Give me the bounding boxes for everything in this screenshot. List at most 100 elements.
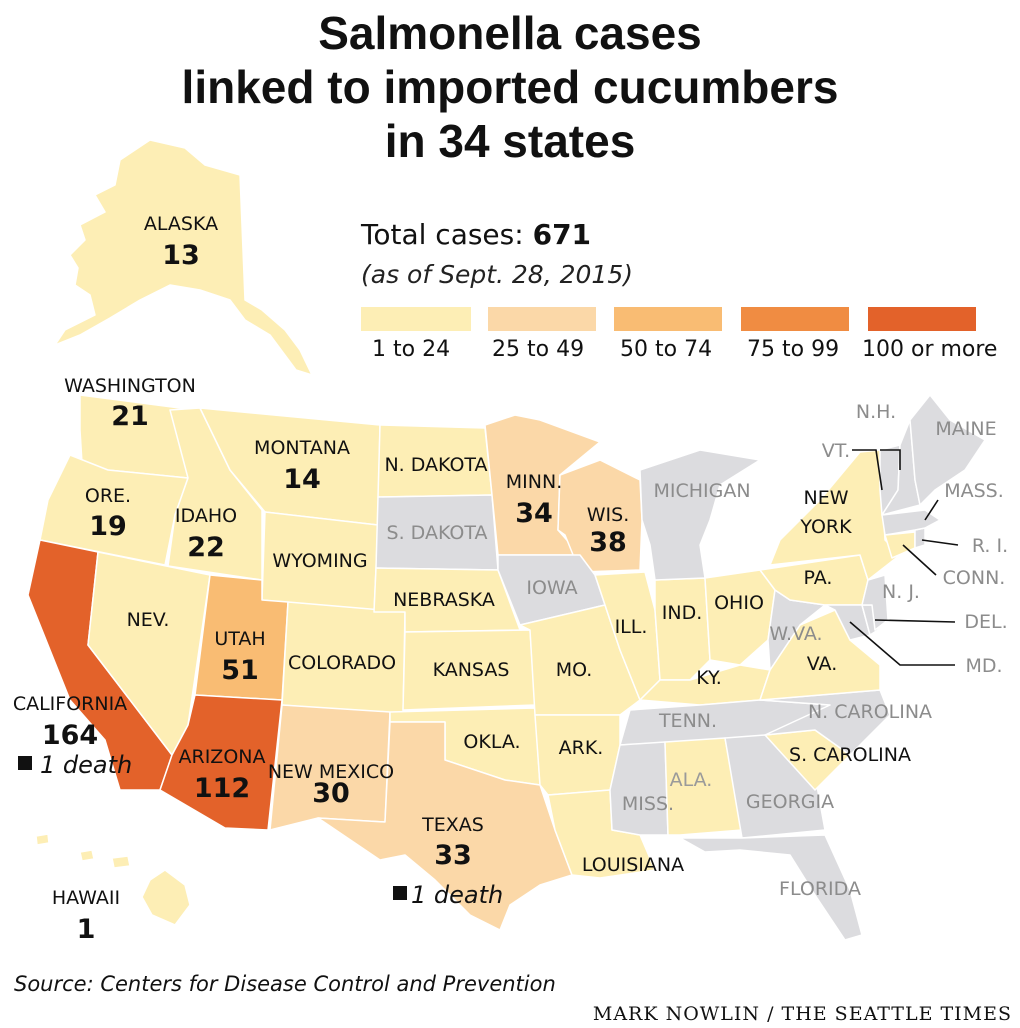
state-shape-wi (557, 459, 643, 573)
state-label-fl: FLORIDA (779, 878, 861, 900)
state-label-la: LOUISIANA (582, 854, 684, 876)
state-shape-tx (317, 721, 573, 931)
state-label-nm: NEW MEXICO (268, 761, 394, 783)
state-label-ct: CONN. (943, 567, 1006, 589)
state-label-co: COLORADO (288, 652, 396, 674)
state-label-wa: WASHINGTON (64, 375, 196, 397)
state-label-ga: GEORGIA (746, 791, 834, 813)
state-value-tx: 33 (434, 840, 472, 871)
legend-swatch-4 (741, 307, 849, 331)
state-shape-ak (54, 139, 313, 376)
legend-swatch-5 (868, 307, 976, 331)
death-marker-tx (393, 886, 407, 900)
state-label-nj: N. J. (882, 581, 920, 603)
legend-label-2: 25 to 49 (492, 337, 585, 362)
state-shape-mi (639, 449, 761, 581)
map-title: Salmonella cases linked to imported cucu… (0, 6, 1020, 168)
total-value: 671 (532, 218, 592, 251)
state-label-oh: OHIO (714, 592, 764, 614)
state-label-or: ORE. (85, 485, 131, 507)
credit-line: MARK NOWLIN / THE SEATTLE TIMES (592, 1003, 1012, 1025)
state-shape-fl (679, 834, 863, 941)
state-label-tx: TEXAS (421, 814, 484, 836)
state-label-wy: WYOMING (272, 550, 367, 572)
leader-line-ri (921, 539, 959, 546)
state-label-ca: CALIFORNIA (13, 693, 127, 715)
legend-label-4: 75 to 99 (747, 337, 840, 362)
death-marker-ca (18, 756, 32, 770)
state-value-wa: 21 (111, 401, 149, 432)
state-label-il: ILL. (615, 616, 648, 638)
state-shape-va (759, 609, 881, 701)
leader-line-md (849, 621, 955, 666)
state-label-sc: S. CAROLINA (789, 744, 911, 766)
as-of-date: (as of Sept. 28, 2015) (361, 260, 633, 289)
death-note-tx: 1 death (411, 881, 503, 909)
state-shape-hi-3 (79, 849, 95, 862)
state-label-mn: MINN. (506, 471, 562, 493)
state-shape-oh (704, 569, 776, 666)
leader-line-conn (902, 544, 937, 576)
state-label-ky: KY. (696, 667, 722, 689)
state-value-ak: 13 (162, 240, 200, 271)
title-line-1: Salmonella cases (318, 7, 702, 59)
leader-line-mass (924, 499, 939, 521)
state-label-ny-1: NEW (803, 487, 848, 509)
state-label-ne: NEBRASKA (393, 589, 495, 611)
state-label-id: IDAHO (175, 505, 237, 527)
state-value-az: 112 (194, 773, 250, 804)
state-label-nh: N.H. (856, 401, 896, 423)
state-label-va: VA. (807, 653, 838, 675)
leader-line-del (874, 619, 956, 623)
state-shape-ri (914, 527, 926, 549)
legend-label-1: 1 to 24 (372, 337, 451, 362)
title-line-2: linked to imported cucumbers (181, 61, 839, 113)
state-label-de: DEL. (964, 611, 1007, 633)
state-label-mi: MICHIGAN (653, 480, 750, 502)
state-value-ut: 51 (221, 655, 259, 686)
leader-line-nh (880, 449, 901, 470)
state-label-wi: WIS. (587, 504, 630, 526)
legend-label-5: 100 or more (862, 337, 998, 362)
state-shape-me (909, 394, 986, 506)
state-label-nc: N. CAROLINA (808, 701, 932, 723)
total-cases: Total cases: 671 (361, 218, 591, 251)
state-label-md: MD. (965, 655, 1002, 677)
state-label-ia: IOWA (526, 577, 577, 599)
state-shape-nc (759, 689, 891, 756)
state-label-in: IND. (662, 602, 703, 624)
legend-swatch-2 (488, 307, 596, 331)
state-label-ny-2: YORK (799, 516, 852, 538)
state-label-pa: PA. (804, 567, 833, 589)
state-label-ut: UTAH (214, 628, 265, 650)
state-label-nv: NEV. (127, 609, 170, 631)
state-label-nd: N. DAKOTA (384, 454, 487, 476)
state-value-ca: 164 (42, 720, 98, 751)
state-label-ok: OKLA. (463, 731, 520, 753)
state-label-ar: ARK. (559, 737, 604, 759)
state-value-hi: 1 (77, 914, 96, 945)
state-label-tn: TENN. (658, 710, 717, 732)
state-value-wi: 38 (589, 527, 627, 558)
state-label-ms: MISS. (622, 793, 674, 815)
legend-swatch-1 (361, 307, 471, 331)
state-label-ri: R. I. (972, 535, 1008, 557)
state-label-mt: MONTANA (254, 437, 350, 459)
state-value-or: 19 (89, 511, 127, 542)
state-label-sd: S. DAKOTA (387, 522, 488, 544)
state-shape-md (824, 604, 871, 641)
state-value-id: 22 (187, 532, 225, 563)
state-shape-hi-2 (111, 855, 131, 869)
state-shape-ms (609, 741, 669, 836)
legend-label-3: 50 to 74 (620, 337, 713, 362)
leader-line-vt (852, 449, 883, 491)
state-value-nm: 30 (312, 778, 350, 809)
state-shape-ga (724, 734, 826, 839)
state-label-ks: KANSAS (433, 659, 510, 681)
state-label-vt: VT. (822, 440, 850, 462)
state-value-mn: 34 (515, 498, 553, 529)
state-label-wv: W.VA. (769, 623, 822, 645)
state-shape-hi-4 (35, 833, 50, 846)
state-label-hi: HAWAII (52, 887, 120, 909)
